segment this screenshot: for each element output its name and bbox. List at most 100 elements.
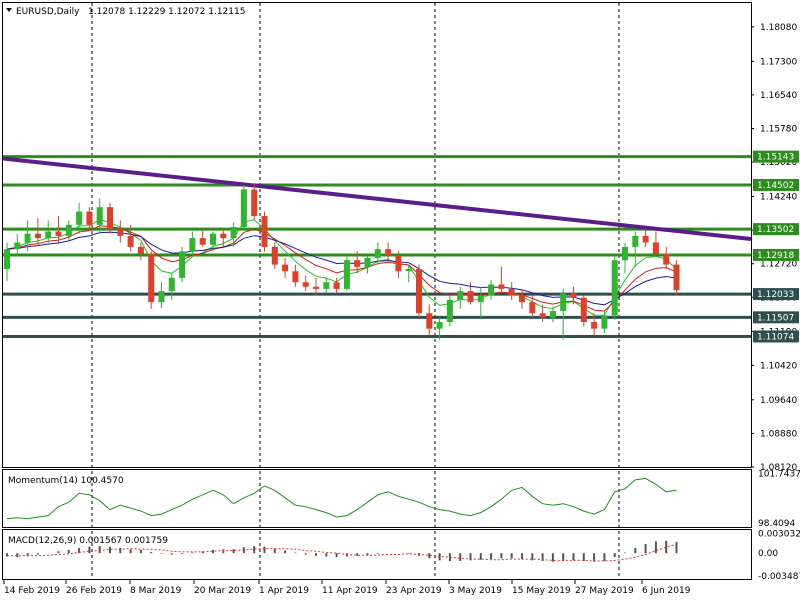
candle-body	[364, 257, 371, 267]
price-tick-label: 1.10420	[760, 361, 797, 371]
candle-body	[498, 284, 505, 289]
candle-37	[385, 242, 392, 261]
price-tick-label: 1.17300	[760, 57, 797, 67]
momentum-line	[6, 477, 677, 520]
candle-11	[117, 220, 124, 243]
candle-53	[549, 306, 556, 323]
level-label-1.15143: 1.15143	[757, 153, 794, 163]
candle-body	[199, 238, 206, 245]
candle-32	[333, 277, 340, 294]
candle-61	[632, 231, 639, 267]
candle-31	[323, 277, 330, 294]
candle-body	[230, 227, 237, 239]
candle-body	[652, 242, 659, 254]
candle-body	[467, 291, 474, 303]
level-label-box	[753, 288, 799, 301]
candle-body	[426, 313, 433, 329]
candle-38	[395, 251, 402, 278]
level-label-1.14502: 1.14502	[757, 181, 794, 191]
candle-body	[601, 315, 608, 329]
candle-47	[488, 280, 495, 300]
candle-body	[591, 322, 598, 329]
price-tick-label: 1.14240	[760, 193, 797, 203]
candle-2	[24, 220, 31, 252]
momentum-indicator: 101.7437 98.4094	[6, 469, 800, 529]
candle-body	[508, 288, 515, 296]
candle-body	[220, 233, 227, 239]
candle-3	[34, 218, 41, 245]
time-axis: 14 Feb 2019 26 Feb 2019 8 Mar 2019 20 Mar 2…	[3, 580, 691, 596]
time-tick-label: 11 Apr 2019	[322, 586, 378, 596]
candle-57	[591, 313, 598, 336]
macd-tick-label: 0.003032	[758, 529, 800, 539]
time-tick-label: 1 Apr 2019	[259, 586, 309, 596]
level-label-1.12918: 1.12918	[757, 251, 794, 261]
candle-23	[240, 185, 247, 230]
level-label-box	[753, 311, 799, 324]
candle-62	[642, 229, 649, 247]
candle-body	[663, 253, 670, 265]
symbol-label: EURUSD,Daily	[16, 7, 80, 17]
level-labels: 1.15143 1.14502 1.13502 1.12918 1.12033 1.115…	[753, 150, 799, 343]
candle-body	[580, 297, 587, 323]
candle-16	[168, 273, 175, 300]
candle-body	[333, 282, 340, 289]
candle-body	[261, 215, 268, 247]
candle-20	[210, 231, 216, 252]
candle-body	[457, 291, 464, 300]
time-tick-label: 26 Feb 2019	[66, 586, 122, 596]
candle-body	[436, 322, 443, 329]
candle-27	[282, 257, 289, 278]
candle-34	[354, 251, 361, 274]
ohlc-readout: 1.12078 1.12229 1.12072 1.12115	[88, 7, 245, 17]
price-tick-label: 1.08880	[760, 429, 797, 439]
candle-5	[55, 215, 62, 243]
candle-0	[4, 242, 10, 282]
price-tick-label: 1.08120	[760, 463, 797, 473]
time-tick-label: 14 Feb 2019	[4, 586, 60, 596]
candle-body	[107, 207, 113, 230]
candle-13	[137, 242, 144, 261]
candle-body	[45, 231, 52, 239]
candle-15	[158, 282, 165, 308]
candle-6	[65, 220, 72, 241]
candle-59	[611, 255, 618, 320]
candle-body	[549, 311, 556, 318]
candle-body	[189, 238, 196, 252]
candle-body	[323, 282, 330, 289]
candle-body	[560, 293, 567, 312]
candle-body	[611, 260, 618, 316]
candle-12	[127, 224, 134, 252]
candle-body	[148, 253, 155, 303]
chart-menu-triangle-icon[interactable]	[6, 8, 12, 12]
candle-33	[343, 255, 350, 292]
candle-body	[446, 299, 453, 323]
time-tick-label: 23 Apr 2019	[386, 586, 442, 596]
momentum-label: Momentum(14) 100.4570	[8, 476, 124, 486]
candle-60	[622, 242, 628, 274]
candle-21	[220, 229, 227, 247]
candle-body	[168, 277, 175, 292]
candle-body	[642, 235, 649, 243]
price-tick-label: 1.15780	[760, 125, 797, 135]
candlestick-series	[4, 182, 680, 340]
candle-24	[251, 182, 258, 221]
candle-30	[313, 277, 319, 296]
candle-body	[117, 229, 124, 236]
candle-51	[529, 295, 536, 318]
momentum-tick-label: 101.7437	[758, 469, 800, 479]
candle-body	[416, 269, 422, 314]
candle-40	[416, 264, 422, 318]
candle-46	[477, 286, 484, 318]
candle-body	[158, 291, 165, 303]
momentum-pane-frame	[2, 469, 752, 528]
candle-body	[86, 211, 93, 225]
candle-29	[302, 275, 309, 292]
candle-1	[14, 233, 21, 256]
candle-39	[405, 264, 412, 283]
candle-body	[271, 246, 278, 265]
horizontal-levels	[3, 155, 751, 338]
candle-25	[261, 211, 268, 252]
